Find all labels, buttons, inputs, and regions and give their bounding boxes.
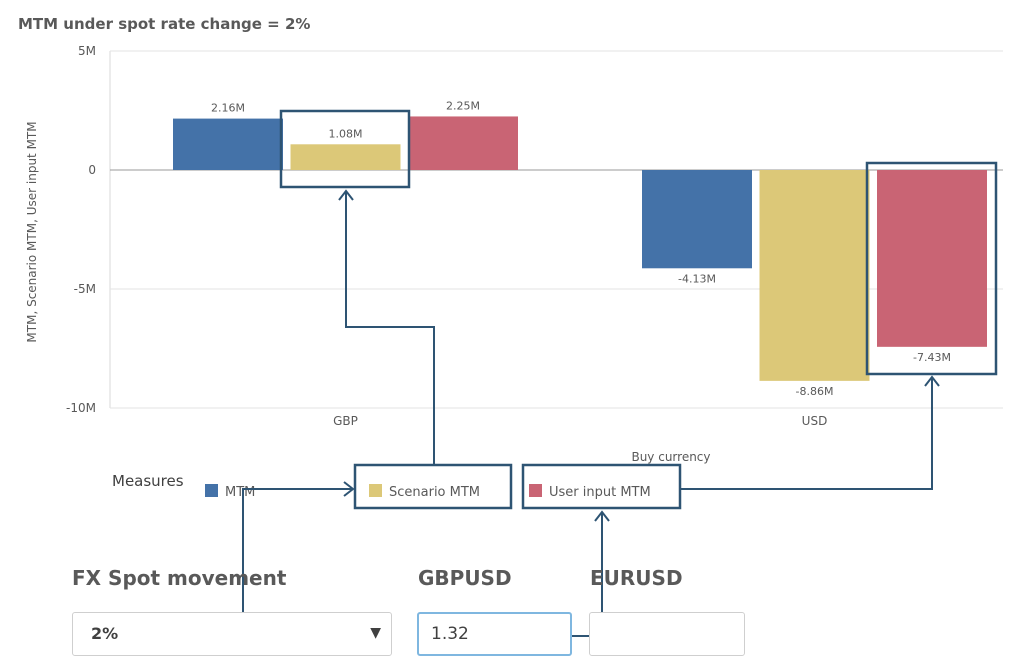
x-axis-title: Buy currency	[631, 450, 710, 464]
bar-usd-user-input-mtm[interactable]	[877, 170, 987, 347]
fx-spot-movement-dropdown[interactable]: 2% ▼	[72, 612, 392, 656]
legend[interactable]: MTM Scenario MTM User input MTM	[205, 484, 651, 500]
data-label: -8.86M	[796, 385, 834, 398]
y-tick-label: 0	[88, 163, 96, 177]
arrow-head	[343, 481, 355, 497]
data-label: 2.25M	[446, 99, 480, 112]
data-label: -4.13M	[678, 272, 716, 285]
x-tick-label: USD	[802, 414, 828, 428]
y-tick-label: -10M	[66, 401, 96, 415]
data-label: 2.16M	[211, 102, 245, 115]
y-axis-ticks: 5M 0 -5M -10M	[66, 44, 96, 415]
bar-gbp-user-input-mtm[interactable]	[408, 116, 518, 170]
y-axis-title: MTM, Scenario MTM, User input MTM	[25, 121, 39, 342]
y-tick-label: -5M	[74, 282, 96, 296]
legend-swatch[interactable]	[369, 484, 382, 497]
highlight-box	[279, 109, 411, 189]
arrow-head	[338, 189, 354, 201]
bar-usd-scenario-mtm[interactable]	[759, 170, 870, 381]
arrow-head	[924, 375, 940, 387]
gbpusd-label: GBPUSD	[418, 566, 512, 590]
legend-swatch[interactable]	[205, 484, 218, 497]
data-label: 1.08M	[329, 127, 363, 140]
legend-swatch[interactable]	[529, 484, 542, 497]
chart-title: MTM under spot rate change = 2%	[18, 15, 310, 33]
bar-gbp-mtm[interactable]	[173, 118, 283, 170]
arrow-head	[594, 510, 610, 522]
fx-spot-movement-value: 2%	[91, 624, 119, 643]
highlight-box	[521, 463, 682, 510]
y-tick-label: 5M	[78, 44, 96, 58]
gbpusd-input[interactable]	[417, 612, 572, 656]
legend-entry[interactable]: MTM	[225, 485, 255, 500]
data-label: -7.43M	[913, 351, 951, 364]
legend-title: Measures	[112, 472, 184, 490]
highlight-box	[865, 161, 998, 376]
fx-spot-movement-label: FX Spot movement	[72, 566, 287, 590]
chevron-down-icon[interactable]: ▼	[370, 625, 381, 641]
legend-entry[interactable]: User input MTM	[549, 485, 651, 500]
bar-gbp-scenario-mtm[interactable]	[290, 144, 401, 170]
bar-usd-mtm[interactable]	[642, 170, 752, 269]
x-tick-label: GBP	[333, 414, 358, 428]
eurusd-label: EURUSD	[590, 566, 683, 590]
legend-entry[interactable]: Scenario MTM	[389, 485, 480, 500]
eurusd-input[interactable]	[589, 612, 745, 656]
annotation-arrow	[345, 191, 435, 465]
x-axis-ticks: GBP USD	[333, 414, 827, 428]
annotation-arrow	[680, 377, 933, 490]
bars[interactable]: 2.16M 1.08M 2.25M -4.13M -8.86M -7.43M	[173, 99, 987, 398]
annotations	[128, 109, 998, 639]
